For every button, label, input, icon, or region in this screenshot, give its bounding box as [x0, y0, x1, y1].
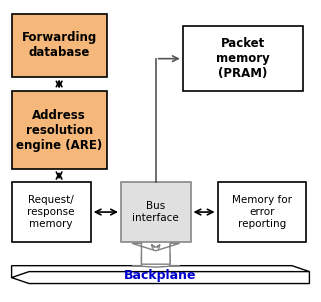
FancyBboxPatch shape: [218, 182, 306, 242]
FancyBboxPatch shape: [121, 182, 191, 242]
Polygon shape: [12, 271, 309, 284]
Text: Request/
response
memory: Request/ response memory: [27, 195, 75, 229]
Polygon shape: [12, 266, 309, 278]
FancyBboxPatch shape: [12, 182, 91, 242]
FancyBboxPatch shape: [12, 92, 107, 169]
FancyBboxPatch shape: [12, 14, 107, 76]
Text: Address
resolution
engine (ARE): Address resolution engine (ARE): [16, 109, 102, 152]
Polygon shape: [132, 243, 179, 264]
Text: Backplane: Backplane: [124, 269, 197, 282]
Text: Memory for
error
reporting: Memory for error reporting: [232, 195, 292, 229]
FancyBboxPatch shape: [183, 26, 303, 92]
Text: Bus
interface: Bus interface: [132, 201, 179, 223]
Text: Packet
memory
(PRAM): Packet memory (PRAM): [216, 37, 270, 80]
Polygon shape: [132, 254, 179, 267]
Text: Forwarding
database: Forwarding database: [22, 31, 97, 59]
